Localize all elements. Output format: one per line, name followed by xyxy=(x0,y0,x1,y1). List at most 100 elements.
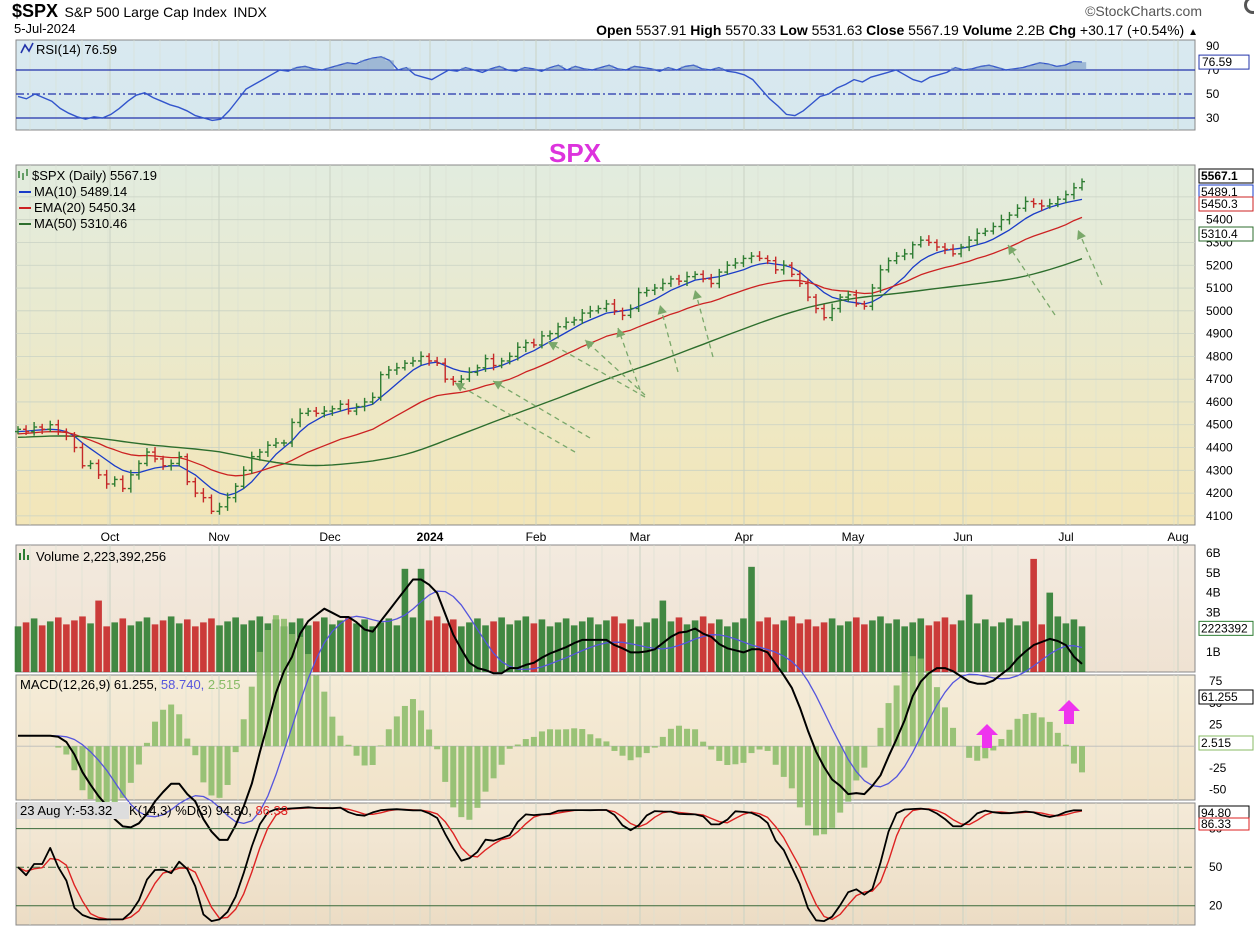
price-right-box xyxy=(1198,196,1254,212)
rsi-last-box xyxy=(1198,54,1250,70)
macd-histogram-bar xyxy=(796,746,803,808)
volume-bar xyxy=(820,622,828,672)
volume-bar xyxy=(425,620,433,672)
macd-right-value: 61.255 xyxy=(1201,690,1238,704)
macd-histogram-bar xyxy=(990,746,997,751)
volume-bar xyxy=(949,624,957,672)
stoch-d-right-value: 86.33 xyxy=(1201,817,1231,831)
rsi-y-tick: 90 xyxy=(1206,39,1220,53)
volume-bar xyxy=(95,600,102,672)
volume-label: Volume xyxy=(962,22,1013,38)
macd-histogram-bar xyxy=(724,746,731,765)
macd-histogram-bar xyxy=(530,736,537,747)
macd-histogram-bar xyxy=(216,746,223,798)
high-label: High xyxy=(690,22,722,38)
price-y-tick: 4600 xyxy=(1206,395,1233,409)
volume-bar xyxy=(417,568,425,672)
macd-histogram-bar xyxy=(595,738,602,747)
macd-histogram-bar xyxy=(264,629,271,747)
macd-histogram-bar xyxy=(877,727,884,747)
price-y-tick: 4900 xyxy=(1206,327,1233,341)
macd-histogram-bar xyxy=(482,746,489,792)
x-tick-label: 2024 xyxy=(417,530,444,544)
price-y-tick: 5200 xyxy=(1206,258,1233,272)
volume-bar xyxy=(385,618,393,672)
trend-arrow-line xyxy=(659,304,679,373)
volume-bar xyxy=(377,622,385,672)
exchange: INDX xyxy=(233,4,267,20)
price-y-tick: 4100 xyxy=(1206,509,1233,523)
trend-arrow-line xyxy=(1077,229,1103,286)
macd-histogram-bar xyxy=(1030,712,1037,747)
macd-histogram-bar xyxy=(780,746,787,777)
volume-bar xyxy=(570,625,578,672)
close-value: 5567.19 xyxy=(908,22,959,38)
volume-bar xyxy=(143,617,151,672)
legend-entry: EMA(20) 5450.34 xyxy=(34,200,136,215)
crosshair-tooltip-box xyxy=(17,802,129,819)
macd-histogram-bar xyxy=(313,675,320,747)
volume-bar xyxy=(595,624,602,672)
macd-histogram-bar xyxy=(256,651,263,747)
volume-bar xyxy=(1022,621,1029,672)
volume-bar xyxy=(780,620,788,672)
volume-bar xyxy=(530,623,538,672)
macd-histogram-bar xyxy=(361,746,368,766)
volume-bar xyxy=(216,625,223,672)
ema20-line xyxy=(17,216,1083,477)
rsi-y-tick: 30 xyxy=(1206,111,1220,125)
volume-bar xyxy=(192,626,199,672)
volume-y-tick: 3B xyxy=(1206,605,1221,619)
macd-histogram-bar xyxy=(1046,721,1053,747)
macd-histogram-bar xyxy=(208,746,215,796)
volume-bar xyxy=(998,622,1005,672)
macd-histogram-bar xyxy=(305,654,312,747)
volume-bar xyxy=(1038,624,1045,672)
macd-signal-value: 58.740, xyxy=(161,677,208,692)
trend-arrow-head xyxy=(493,381,503,390)
macd-histogram-bar xyxy=(143,742,150,747)
volume-bar xyxy=(1014,625,1021,672)
macd-histogram-bar xyxy=(901,672,908,747)
macd-histogram-bar xyxy=(272,615,279,747)
macd-histogram-bar xyxy=(885,703,892,747)
stoch-k-right-value: 94.80 xyxy=(1201,806,1231,820)
volume-bar xyxy=(175,623,183,672)
stoch-k-line xyxy=(17,806,1083,922)
macd-histogram-bar xyxy=(248,686,255,747)
macd-histogram-bar xyxy=(55,746,62,748)
macd-histogram-bar xyxy=(321,691,328,747)
volume-bar xyxy=(337,620,344,672)
volume-bar xyxy=(466,622,473,672)
volume-bar xyxy=(675,617,683,672)
stoch-d-right-box xyxy=(1198,817,1250,831)
volume-bar xyxy=(248,620,256,672)
volume-bar xyxy=(208,618,215,672)
date: 5-Jul-2024 xyxy=(14,21,76,36)
trend-arrow-head xyxy=(455,383,465,392)
volume-bar xyxy=(329,624,336,672)
volume-right-value: 2223392 xyxy=(1201,621,1248,635)
legend-entry: MA(10) 5489.14 xyxy=(34,184,127,199)
trend-arrow-head xyxy=(585,340,595,350)
macd-histogram-bar xyxy=(555,729,562,747)
macd-histogram-bar xyxy=(635,746,642,758)
macd-histogram-bar xyxy=(571,728,578,747)
macd-histogram-bar xyxy=(861,746,868,768)
macd-signal-line xyxy=(18,590,1083,825)
macd-histogram-bar xyxy=(168,704,175,747)
volume-bar xyxy=(135,621,143,672)
volume-bar xyxy=(441,623,449,672)
macd-histogram-bar xyxy=(401,705,408,747)
macd-histogram-bar xyxy=(127,746,134,783)
macd-histogram-bar xyxy=(474,746,481,808)
up-arrow-icon: ▲ xyxy=(1188,27,1198,38)
stoch-y-tick: 20 xyxy=(1209,899,1223,913)
macd-histogram-bar xyxy=(611,746,618,751)
macd-histogram-bar xyxy=(345,744,352,747)
macd-histogram-bar xyxy=(756,746,763,750)
crosshair-tooltip: 23 Aug Y:-53.32 xyxy=(20,803,112,818)
macd-histogram-bar xyxy=(1070,746,1077,764)
volume-bar xyxy=(1030,558,1037,672)
